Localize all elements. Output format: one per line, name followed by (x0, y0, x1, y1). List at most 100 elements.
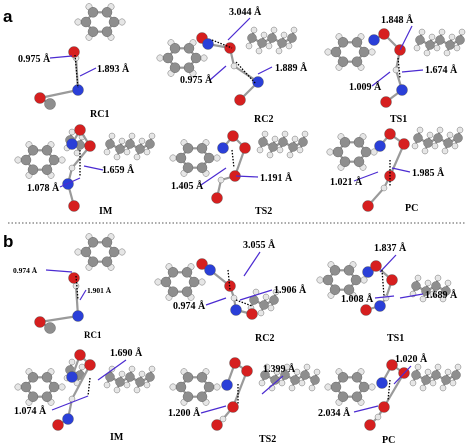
oxygen-atom (234, 94, 246, 106)
carbon-atom (167, 267, 179, 278)
carbon-atom (175, 152, 187, 164)
hydrogen-atom (272, 288, 280, 296)
hydrogen-atom (290, 26, 298, 34)
hydrogen-atom (198, 278, 206, 286)
hydrogen-bond (75, 275, 79, 301)
carbon-atom (169, 43, 181, 54)
nitrogen-atom (221, 379, 233, 391)
carbon-atom (27, 391, 39, 402)
carbon-atom (267, 33, 277, 43)
a-rc2-distance-co: 3.044 Å (229, 6, 262, 18)
hydrogen-atom (453, 44, 461, 52)
hydrogen-atom (133, 153, 141, 161)
bond (39, 314, 79, 324)
carbon-atom (351, 56, 363, 67)
hydrogen-atom (255, 47, 263, 55)
hydrogen-atom (58, 156, 66, 164)
carbon-atom (101, 237, 113, 248)
carbon-atom (87, 237, 99, 248)
hydrogen-atom (270, 26, 278, 34)
leader-line (59, 177, 81, 188)
carbon-atom (27, 372, 39, 383)
a-im-distance-1: 1.659 Å (102, 164, 135, 176)
nitrogen-atom (252, 76, 264, 88)
hydrogen-atom (293, 368, 301, 376)
carbon-atom (421, 286, 431, 296)
a-rc2-name: RC2 (254, 114, 273, 125)
molecule-a-ts2 (169, 130, 309, 204)
carbon-atom (196, 162, 208, 173)
hydrogen-bond (231, 149, 235, 169)
carbon-atom (278, 137, 288, 147)
leader-line (79, 289, 87, 301)
carbon-atom (415, 35, 425, 45)
nitrogen-atom (374, 140, 386, 152)
bond (231, 370, 249, 408)
hydrogen-atom (217, 176, 225, 184)
carbon-atom (257, 38, 267, 48)
hydrogen-atom (409, 379, 417, 387)
carbon-atom (115, 144, 125, 154)
leader-line (205, 297, 227, 306)
hydrogen-atom (280, 31, 288, 39)
hydrogen-atom (68, 128, 76, 136)
hydrogen-atom (108, 132, 116, 140)
carbon-atom (411, 281, 421, 291)
hydrogen-atom (446, 131, 454, 139)
hydrogen-atom (68, 358, 76, 366)
hydrogen-atom (169, 154, 177, 162)
b-rc2-distance-oh: 0.974 Å (173, 300, 206, 312)
carbon-atom (101, 256, 113, 267)
leader-line (235, 175, 259, 178)
a-im-distance-2: 1.078 Å (27, 182, 60, 194)
b-ts1-distance-1: 1.837 Å (374, 242, 407, 254)
hydrogen-atom (368, 383, 376, 391)
carbon-atom (332, 146, 344, 158)
carbon-atom (351, 37, 363, 48)
carbon-atom (431, 281, 441, 291)
hydrogen-atom (433, 44, 441, 52)
carbon-atom (358, 46, 370, 58)
oxygen-atom (68, 272, 80, 284)
a-ts1-distance-2: 1.674 Å (425, 64, 458, 76)
carbon-atom (27, 145, 39, 156)
hydrogen-atom (278, 379, 286, 387)
oxygen-atom (74, 349, 86, 361)
b-pc-distance-1: 1.020 Å (395, 353, 428, 365)
hydrogen-atom (392, 66, 400, 74)
hydrogen-atom (58, 383, 66, 391)
carbon-atom (80, 16, 92, 28)
oxygen-atom (68, 46, 80, 58)
carbon-atom (337, 37, 349, 48)
hydrogen-atom (443, 49, 451, 57)
hydrogen-atom (296, 146, 304, 154)
carbon-atom (196, 143, 208, 154)
hydrogen-atom (267, 304, 275, 312)
leader-line (401, 69, 424, 73)
carbon-atom (425, 40, 435, 50)
oxygen-atom (246, 308, 258, 320)
carbon-atom (337, 56, 349, 67)
hydrogen-atom (257, 309, 265, 317)
b-im-name: IM (110, 432, 124, 443)
carbon-atom (196, 391, 208, 402)
hydrogen-atom (288, 384, 296, 392)
carbon-atom (258, 137, 268, 147)
carbon-atom (87, 26, 99, 37)
hydrogen-atom (428, 33, 436, 41)
b-pc-distance-2: 2.034 Å (318, 407, 351, 419)
hydrogen-atom (78, 363, 86, 371)
oxygen-atom (68, 200, 80, 212)
hydrogen-atom (423, 49, 431, 57)
carbon-atom (445, 40, 455, 50)
hydrogen-bond (211, 39, 233, 49)
nitrogen-atom (374, 300, 386, 312)
carbon-atom (423, 138, 433, 148)
hydrogen-atom (219, 415, 227, 423)
carbon-atom (288, 142, 298, 152)
hydrogen-atom (285, 42, 293, 50)
a-pc-distance-2: 1.985 Å (412, 167, 445, 179)
panel-letter-a: a (3, 7, 13, 26)
leader-line (374, 295, 395, 299)
hydrogen-atom (230, 294, 238, 302)
